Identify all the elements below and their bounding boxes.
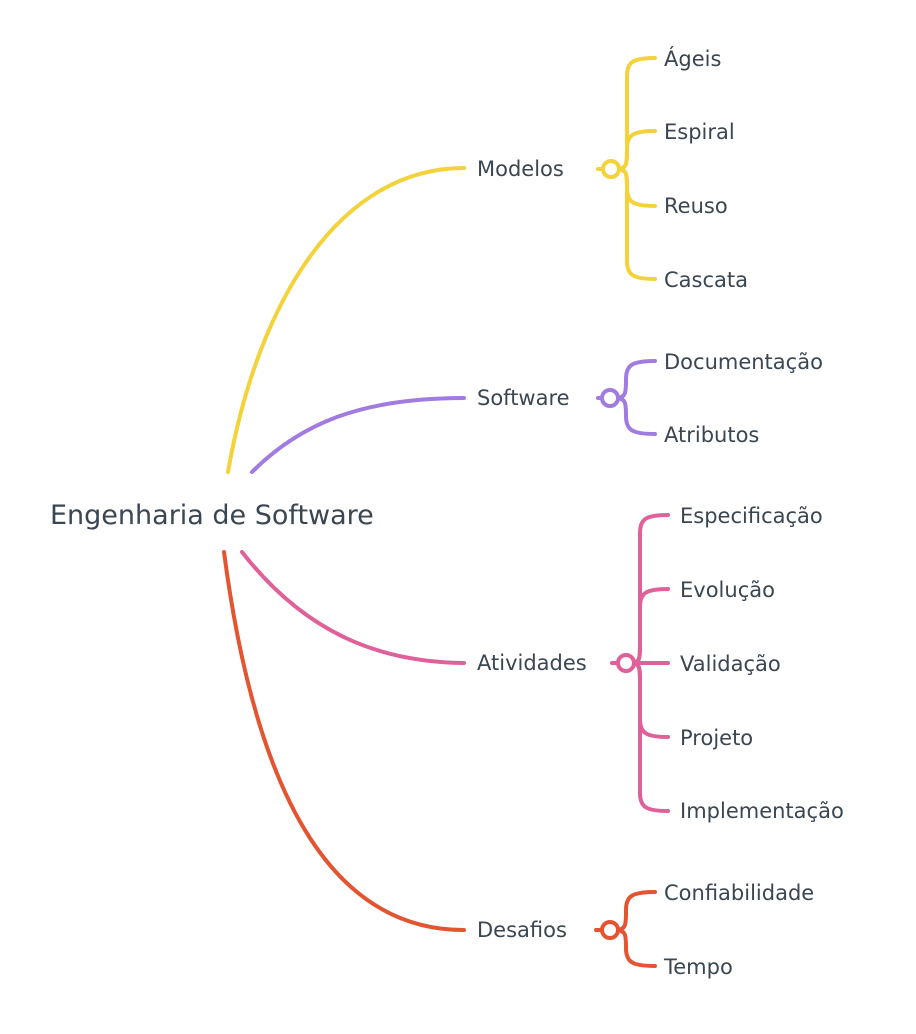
main-connector-branch-2: [240, 550, 466, 665]
branch-modelos: Modelos Ágeis Espiral Reuso Cascata: [477, 46, 748, 292]
leaf-connector-branch-2-3: [630, 661, 670, 739]
branch-label-software[interactable]: Software: [477, 386, 570, 410]
leaf-validacao[interactable]: Validação: [680, 652, 781, 676]
main-connector-branch-0: [226, 166, 466, 474]
leaf-connector-branch-2-1: [630, 587, 670, 665]
branch-label-atividades[interactable]: Atividades: [477, 651, 587, 675]
main-connector-branch-3: [222, 550, 466, 932]
leaf-atributos[interactable]: Atributos: [664, 423, 759, 447]
branch-label-desafios[interactable]: Desafios: [477, 918, 567, 942]
branch-label-modelos[interactable]: Modelos: [477, 157, 564, 181]
leaf-implementacao[interactable]: Implementação: [680, 799, 844, 823]
branch-node-circle-1[interactable]: [600, 388, 620, 408]
branch-desafios: Desafios Confiabilidade Tempo: [477, 881, 814, 979]
leaf-connector-branch-0-1: [615, 129, 657, 171]
branch-atividades: Atividades Especificação Evolução Valida…: [477, 504, 844, 823]
leaf-evolucao[interactable]: Evolução: [680, 578, 775, 602]
leaf-especificacao[interactable]: Especificação: [680, 504, 823, 528]
leaf-connector-branch-1-1: [614, 396, 657, 436]
branch-node-circle-3[interactable]: [600, 920, 620, 940]
main-connector-branch-1: [250, 396, 466, 474]
leaf-documentacao[interactable]: Documentação: [664, 350, 823, 374]
leaf-cascata[interactable]: Cascata: [664, 268, 748, 292]
root-node-label[interactable]: Engenharia de Software: [50, 500, 374, 531]
leaf-tempo[interactable]: Tempo: [663, 955, 733, 979]
branch-node-circle-0[interactable]: [601, 159, 621, 179]
leaf-connector-branch-0-3: [615, 167, 657, 281]
leaf-ageis[interactable]: Ágeis: [664, 46, 721, 71]
leaf-connector-branch-2-4: [630, 661, 670, 813]
leaf-connector-branch-1-0: [614, 359, 657, 400]
leaf-connector-branch-3-0: [614, 890, 657, 932]
branch-node-circle-2[interactable]: [616, 653, 636, 673]
branch-software: Software Documentação Atributos: [477, 350, 823, 447]
leaf-reuso[interactable]: Reuso: [664, 194, 728, 218]
leaf-projeto[interactable]: Projeto: [680, 726, 753, 750]
leaf-confiabilidade[interactable]: Confiabilidade: [664, 881, 814, 905]
leaf-connector-branch-3-1: [614, 928, 657, 968]
connectors: [222, 56, 670, 968]
leaf-connector-branch-0-2: [615, 167, 657, 208]
leaf-connector-branch-0-0: [615, 56, 657, 171]
leaf-espiral[interactable]: Espiral: [664, 120, 735, 144]
